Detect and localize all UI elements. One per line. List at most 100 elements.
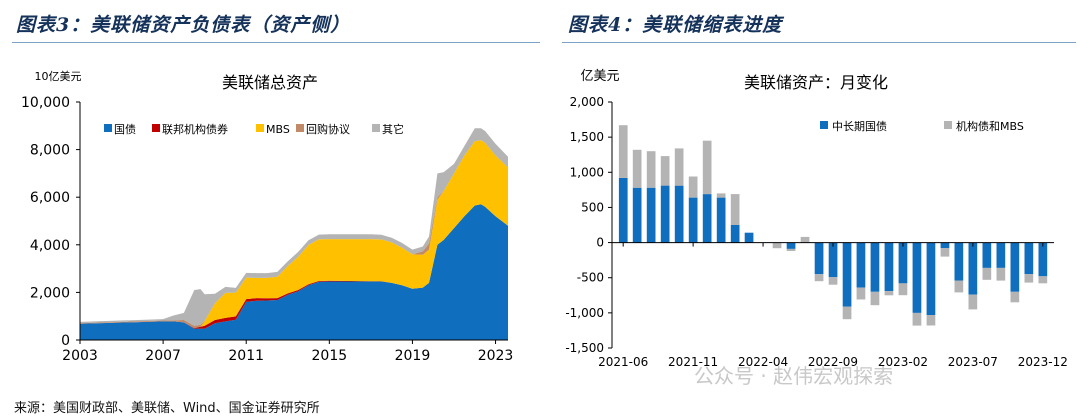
left-legend-swatch [372,124,380,132]
left-legend-label: 国债 [114,122,136,136]
bar-2023-03-s0 [912,242,922,313]
bar-2023-11-s1 [1024,274,1034,283]
bar-2023-05-s0 [940,242,950,249]
bar-2022-08-s0 [814,242,824,275]
bar-2022-02-s0 [730,225,740,243]
left-x-tick-label: 2011 [228,348,264,364]
right-x-tick-label: 2021-11 [668,355,718,369]
total-assets-area-chart: 10亿美元 美联储总资产 0 2,000 4,000 6,000 8,000 10,000… [21,70,514,364]
right-y-tick-label: -1,500 [565,341,604,355]
right-y-tick-label: 1,000 [570,165,604,179]
left-y-tick-label: 8,000 [30,143,70,159]
bar-2023-12-s1 [1038,276,1048,284]
bar-2023-07-s0 [968,242,978,295]
bar-2023-06-s0 [954,242,964,281]
bar-2021-10-s0 [674,185,684,243]
bar-2021-12-s1 [702,140,712,195]
left-y-tick-label: 6,000 [30,190,70,206]
left-legend-swatch [104,124,112,132]
right-y-tick-label: 500 [581,200,604,214]
left-x-tick-label: 2015 [312,348,348,364]
bar-2022-12-s1 [870,291,880,306]
bar-2023-07-s1 [968,294,978,310]
bar-2023-02-s1 [898,283,908,296]
bar-2021-11-s1 [688,176,698,198]
bar-2022-05-s1 [772,242,782,249]
bar-2022-06-s1 [786,248,796,251]
bar-2023-10-s1 [1010,291,1020,303]
bar-2023-08-s1 [982,267,992,280]
bar-2023-01-s0 [884,242,894,292]
bar-2022-12-s0 [870,242,880,292]
area-series-0 [80,204,508,340]
left-y-tick-label: 2,000 [30,285,70,301]
bar-2023-06-s1 [954,280,964,293]
left-panel-heading: 图表3：美联储资产负债表（资产侧） [16,14,351,36]
bar-2022-09-s0 [828,242,838,277]
right-x-tick-label: 2023-12 [1018,355,1068,369]
right-y-tick-label: 0 [596,236,604,250]
monthly-change-bar-chart: 亿美元 美联储资产：月变化 -1,500 -1,000 -500 0 500 1,000 1… [565,69,1068,369]
left-x-tick-label: 2019 [395,348,431,364]
area-series-2 [80,140,508,329]
right-unit-label: 亿美元 [580,69,619,84]
bar-2021-09-s1 [660,156,670,186]
bar-2022-09-s1 [828,277,838,285]
left-legend-label: 回购协议 [306,122,350,136]
right-x-tick-label: 2023-02 [878,355,928,369]
right-x-tick-label: 2022-04 [738,355,788,369]
left-legend-label: 联邦机构债券 [162,122,228,136]
bar-2023-09-s1 [996,267,1006,281]
bar-2022-10-s0 [842,242,852,307]
left-legend-swatch [296,124,304,132]
left-x-tick-label: 2023 [478,348,514,364]
bar-2021-08-s0 [646,187,656,243]
left-unit-label: 10亿美元 [35,70,82,83]
right-x-tick-label: 2021-06 [598,355,648,369]
right-x-tick-label: 2023-07 [948,355,998,369]
left-legend-label: MBS [266,123,290,136]
source-note: 来源：美国财政部、美联储、Wind、国金证券研究所 [14,401,320,416]
left-chart-title: 美联储总资产 [222,73,318,92]
right-y-tick-label: 2,000 [570,95,604,109]
left-x-tick-label: 2003 [62,348,98,364]
right-y-tick-label: -1,000 [565,306,604,320]
left-y-tick-label: 4,000 [30,238,70,254]
bar-2023-09-s0 [996,242,1006,268]
bar-2022-02-s1 [730,194,740,225]
bar-2021-08-s1 [646,151,656,188]
bar-2023-03-s1 [912,312,922,326]
right-y-tick-label: -500 [577,271,604,285]
left-legend-swatch [256,124,264,132]
bar-2023-04-s1 [926,315,936,326]
left-legend-swatch [152,124,160,132]
right-panel-heading: 图表4：美联储缩表进度 [568,14,783,36]
bar-2022-03-s0 [744,232,754,243]
bar-2021-07-s0 [632,187,642,243]
bar-2023-05-s1 [940,248,950,257]
area-series-4 [80,128,508,326]
left-legend-label: 其它 [382,122,404,136]
bar-2022-01-s1 [716,193,726,198]
left-y-tick-label: 10,000 [21,95,70,111]
right-chart-title: 美联储资产：月变化 [744,73,888,92]
bar-2021-12-s0 [702,194,712,243]
bar-2021-10-s1 [674,148,684,186]
right-legend-swatch [820,121,828,129]
bar-2021-09-s0 [660,185,670,243]
left-x-tick-label: 2007 [145,348,181,364]
bar-2022-11-s1 [856,287,866,300]
right-x-tick-label: 2022-09 [808,355,858,369]
bar-2022-10-s1 [842,306,852,320]
right-legend-label: 中长期国债 [832,119,887,133]
right-heading-underline [562,42,1076,43]
bar-2023-02-s0 [898,242,908,284]
watermark-text: 公众号 · 赵伟宏观探索 [694,364,894,388]
bar-2022-08-s1 [814,274,824,282]
bar-2022-06-s0 [786,242,796,249]
bar-2023-12-s0 [1038,242,1048,277]
bar-2023-10-s0 [1010,242,1020,292]
bar-2021-06-s0 [618,177,628,243]
bar-2021-06-s1 [618,125,628,178]
bar-2023-01-s1 [884,291,894,296]
